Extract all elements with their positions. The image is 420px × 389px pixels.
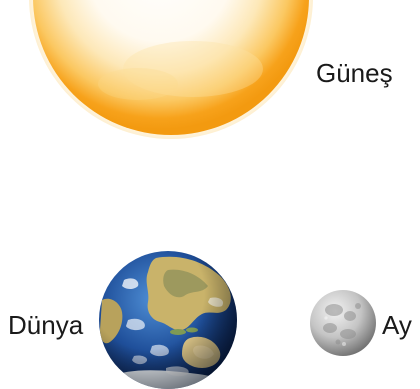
sun-label: Güneş (316, 58, 393, 88)
moon-label: Ay (382, 310, 412, 340)
sun-icon (29, 0, 313, 139)
earth-label: Dünya (8, 310, 84, 340)
earth-icon (99, 251, 237, 389)
moon-icon (310, 290, 376, 356)
